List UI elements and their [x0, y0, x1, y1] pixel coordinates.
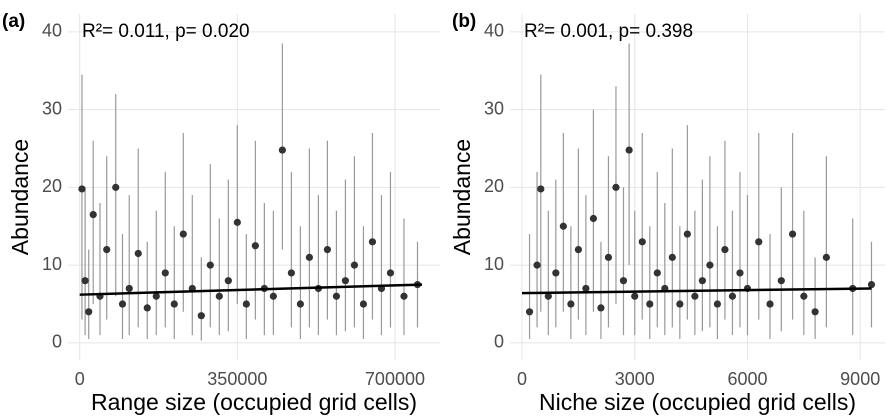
- point: [341, 277, 350, 285]
- point: [296, 300, 304, 308]
- x-tick-label: 3000: [615, 369, 655, 389]
- point: [278, 146, 286, 154]
- point: [251, 242, 259, 250]
- point: [323, 245, 332, 254]
- point: [350, 261, 359, 269]
- x-tick-label: 700000: [365, 369, 425, 389]
- point: [698, 277, 706, 285]
- y-tick-label: 10: [42, 254, 62, 274]
- y-tick-label: 40: [484, 21, 504, 41]
- y-tick-label: 30: [484, 98, 504, 118]
- point: [533, 261, 541, 269]
- point: [597, 304, 605, 312]
- y-tick-label: 30: [42, 98, 62, 118]
- point: [777, 277, 785, 285]
- point: [706, 261, 714, 269]
- point: [668, 253, 676, 261]
- y-tick-label: 0: [52, 332, 62, 352]
- point: [589, 214, 598, 223]
- y-tick-label: 20: [42, 176, 62, 196]
- y-axis-title: Abundance: [449, 139, 475, 255]
- point: [233, 218, 241, 226]
- y-axis-title: Abundance: [7, 139, 33, 255]
- point: [800, 292, 808, 300]
- point: [631, 292, 639, 300]
- point: [638, 238, 646, 246]
- x-axis-title: Range size (occupied grid cells): [91, 389, 417, 415]
- point: [567, 300, 575, 308]
- annotation: R²= 0.011, p= 0.020: [82, 21, 250, 42]
- point: [287, 269, 295, 277]
- point: [766, 300, 774, 308]
- point: [604, 253, 613, 261]
- x-axis-title: Niche size (occupied grid cells): [539, 389, 856, 415]
- x-tick-label: 6000: [727, 369, 767, 389]
- point: [305, 253, 313, 261]
- x-tick-label: 350000: [207, 369, 267, 389]
- point: [215, 292, 223, 300]
- point: [646, 300, 654, 308]
- point: [400, 292, 408, 300]
- point: [78, 185, 86, 193]
- point: [206, 261, 214, 269]
- point: [85, 308, 93, 316]
- point: [552, 269, 560, 277]
- point: [822, 253, 830, 261]
- point: [582, 284, 590, 293]
- point: [713, 300, 722, 308]
- point: [161, 269, 169, 277]
- point: [625, 146, 633, 154]
- point: [537, 185, 545, 193]
- point: [103, 245, 111, 254]
- point: [368, 238, 377, 246]
- point: [81, 277, 89, 285]
- point: [152, 292, 160, 300]
- point: [728, 292, 737, 300]
- point: [736, 269, 744, 277]
- point: [612, 183, 620, 191]
- point: [676, 300, 684, 308]
- point: [332, 292, 341, 300]
- point: [755, 238, 763, 246]
- point: [386, 269, 395, 277]
- point: [559, 222, 567, 230]
- y-tick-label: 20: [484, 176, 504, 196]
- point: [721, 245, 729, 254]
- point: [867, 280, 876, 289]
- fit-line: [522, 287, 872, 295]
- x-tick-label: 0: [517, 369, 527, 389]
- point: [683, 230, 691, 238]
- point: [112, 183, 120, 191]
- point: [197, 312, 205, 320]
- point: [118, 300, 127, 308]
- point: [788, 230, 797, 238]
- point: [242, 300, 250, 308]
- point: [143, 304, 151, 312]
- point: [224, 277, 232, 285]
- point: [125, 284, 133, 293]
- point: [179, 230, 187, 238]
- x-tick-label: 0: [75, 369, 85, 389]
- fit-line: [79, 283, 423, 296]
- point: [653, 269, 661, 277]
- point: [691, 292, 699, 300]
- y-tick-label: 10: [484, 254, 504, 274]
- y-tick-label: 0: [494, 332, 504, 352]
- point: [134, 249, 142, 258]
- annotation: R²= 0.001, p= 0.398: [524, 21, 693, 42]
- y-tick-label: 40: [42, 21, 62, 41]
- point: [170, 300, 178, 308]
- x-tick-label: 9000: [840, 369, 880, 389]
- point: [269, 292, 277, 300]
- panel-label: (b): [452, 11, 476, 32]
- point: [525, 308, 534, 316]
- point: [574, 245, 582, 254]
- point: [359, 300, 368, 308]
- panel-label: (a): [2, 11, 25, 32]
- point: [89, 211, 97, 219]
- point: [619, 277, 628, 285]
- point: [811, 308, 819, 316]
- point: [544, 292, 552, 300]
